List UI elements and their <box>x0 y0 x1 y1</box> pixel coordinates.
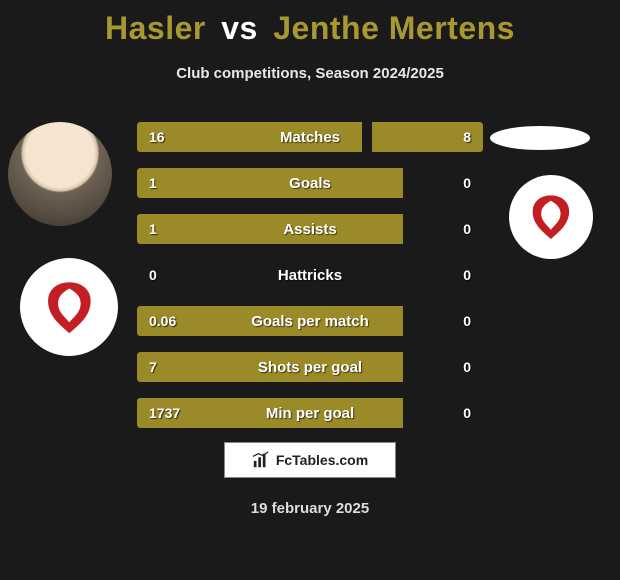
crest-icon <box>38 276 101 339</box>
player1-club-badge <box>20 258 118 356</box>
stat-value-right: 0 <box>463 260 471 290</box>
stat-value-left: 1 <box>149 214 157 244</box>
stat-row: 17370Min per goal <box>137 398 483 428</box>
stat-row: 0 0Hattricks <box>137 260 483 290</box>
player2-club-badge <box>509 175 593 259</box>
player1-avatar <box>8 122 112 226</box>
date-text: 19 february 2025 <box>0 500 620 517</box>
stat-value-left: 7 <box>149 352 157 382</box>
stat-value-left: 1737 <box>149 398 180 428</box>
stat-value-left: 0 <box>149 260 157 290</box>
stat-value-right: 0 <box>463 306 471 336</box>
stat-label: Hattricks <box>137 260 483 290</box>
crest-icon <box>524 190 578 244</box>
stat-bar-left <box>137 122 362 152</box>
stat-bar-left <box>137 168 403 198</box>
player2-name: Jenthe Mertens <box>273 10 515 46</box>
page-title: Hasler vs Jenthe Mertens <box>0 0 620 47</box>
stat-value-right: 8 <box>463 122 471 152</box>
player1-name: Hasler <box>105 10 206 46</box>
brand-chart-icon <box>252 451 270 469</box>
vs-text: vs <box>221 10 258 46</box>
stat-bar-left <box>137 306 403 336</box>
stat-row: 10Goals <box>137 168 483 198</box>
player2-avatar <box>490 126 590 150</box>
stat-row: 70Shots per goal <box>137 352 483 382</box>
stat-row: 168Matches <box>137 122 483 152</box>
stat-value-right: 0 <box>463 214 471 244</box>
stat-value-left: 0.06 <box>149 306 176 336</box>
stat-row: 10Assists <box>137 214 483 244</box>
stat-value-right: 0 <box>463 352 471 382</box>
stat-value-right: 0 <box>463 398 471 428</box>
stat-row: 0.060Goals per match <box>137 306 483 336</box>
subtitle: Club competitions, Season 2024/2025 <box>0 65 620 82</box>
stat-value-left: 16 <box>149 122 165 152</box>
brand-text: FcTables.com <box>276 452 368 468</box>
comparison-bars: 168Matches10Goals10Assists00Hattricks0.0… <box>137 122 483 444</box>
stat-value-right: 0 <box>463 168 471 198</box>
stat-value-left: 1 <box>149 168 157 198</box>
stat-bar-left <box>137 352 403 382</box>
brand-box: FcTables.com <box>224 442 396 478</box>
stat-bar-left <box>137 214 403 244</box>
